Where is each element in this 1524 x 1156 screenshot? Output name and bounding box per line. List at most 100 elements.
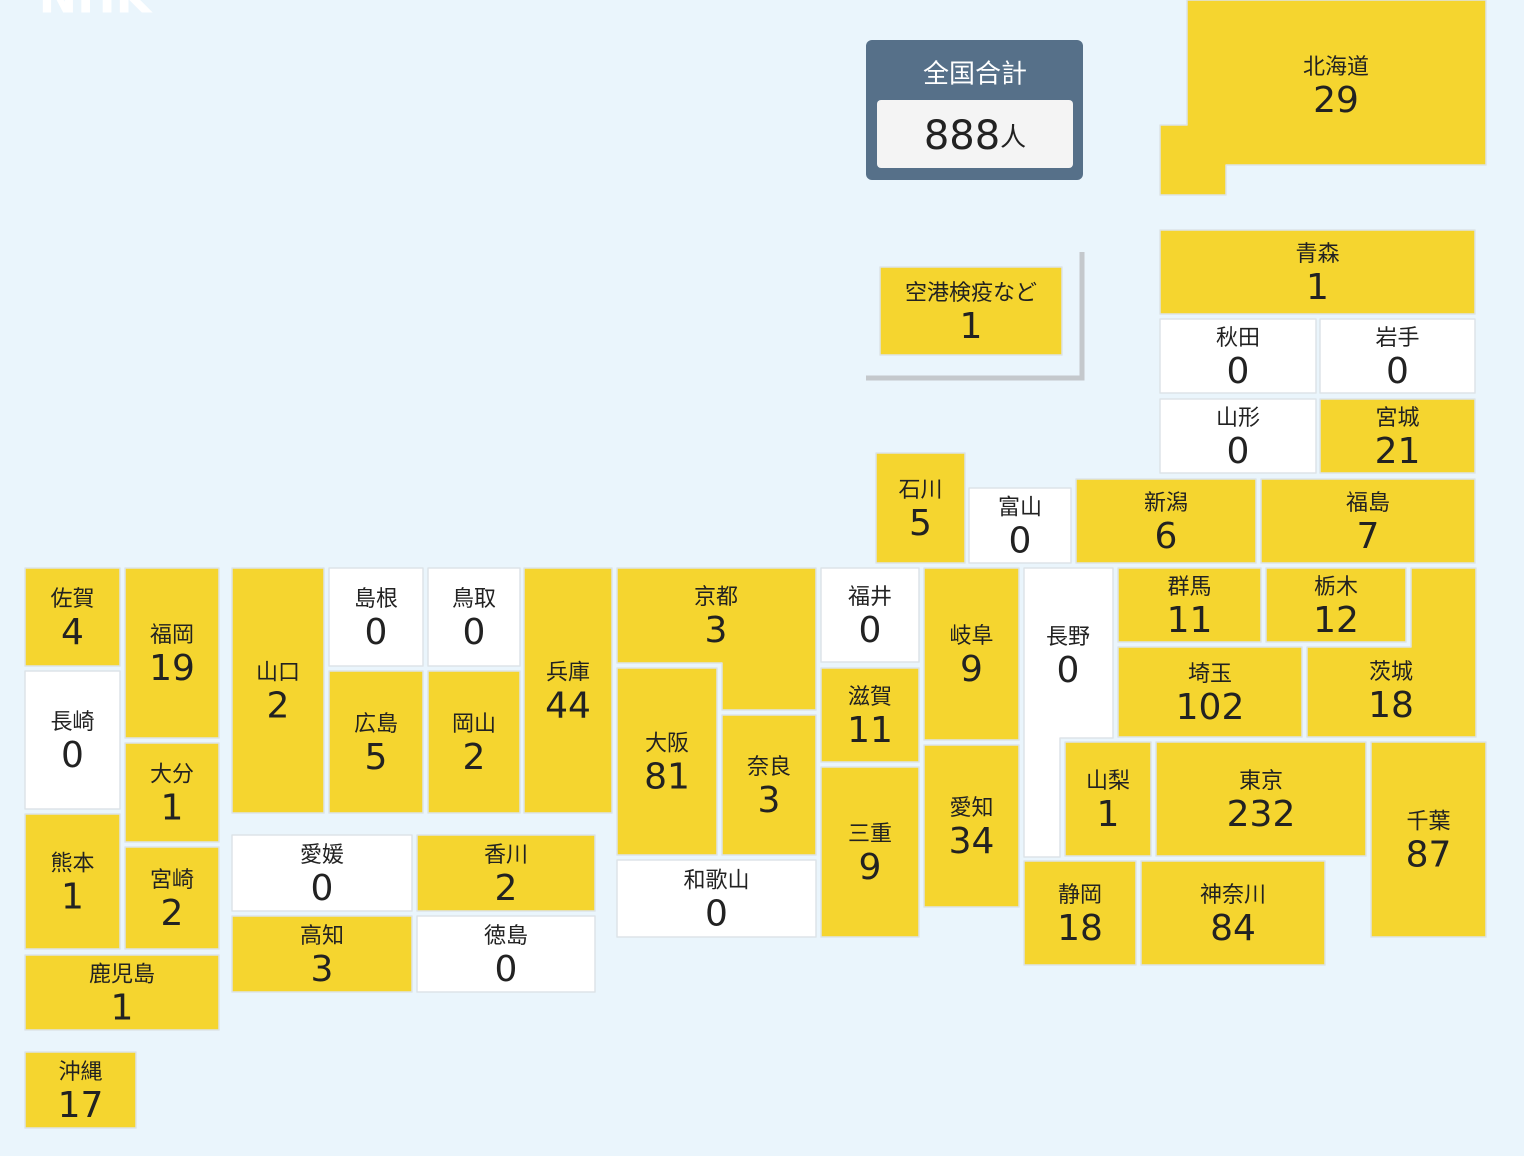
prefecture-value: 1 [960, 306, 983, 347]
prefecture-name: 香川 [484, 843, 528, 868]
prefecture-tile [231, 567, 325, 814]
prefecture-name: 東京 [1239, 769, 1283, 794]
prefecture-name: 山形 [1216, 406, 1260, 431]
prefecture-name: 石川 [898, 478, 942, 503]
prefecture-name: 兵庫 [546, 661, 590, 686]
prefecture-tile [820, 766, 920, 938]
prefecture-name: 宮崎 [150, 868, 194, 893]
prefecture-tile [721, 714, 817, 856]
prefecture-value: 34 [949, 821, 995, 862]
prefecture-tile [1159, 318, 1317, 394]
prefecture-tile [231, 834, 413, 912]
prefecture-tile [124, 846, 220, 950]
prefecture-name: 静岡 [1058, 883, 1102, 908]
prefecture-tile [24, 1051, 137, 1129]
prefecture-tile [1159, 0, 1487, 196]
prefecture-tile [1117, 567, 1262, 643]
prefecture-value: 81 [644, 757, 690, 798]
prefecture-tile [24, 813, 121, 950]
prefecture-name: 沖縄 [58, 1060, 102, 1085]
prefecture-value: 21 [1375, 431, 1421, 472]
prefecture-tile [923, 744, 1020, 908]
prefecture-tile [24, 954, 220, 1031]
prefecture-name: 北海道 [1303, 55, 1369, 80]
total-number: 888 [924, 113, 1000, 159]
prefecture-tile [416, 834, 596, 912]
prefecture-tile [820, 667, 920, 763]
prefecture-value: 19 [149, 648, 195, 689]
prefecture-value: 0 [61, 735, 84, 776]
prefecture-name: 鳥取 [452, 587, 496, 612]
prefecture-value: 2 [161, 893, 184, 934]
prefecture-tile [124, 742, 220, 843]
prefecture-value: 0 [495, 949, 518, 990]
prefecture-value: 0 [1009, 521, 1032, 562]
prefecture-value: 17 [58, 1085, 104, 1126]
total-value: 888人 [924, 113, 1026, 159]
prefecture-tile [1260, 478, 1476, 564]
prefecture-name: 徳島 [484, 924, 528, 949]
prefecture-tile [879, 266, 1063, 356]
prefecture-tile [328, 670, 424, 814]
prefecture-value: 3 [311, 949, 334, 990]
prefecture-value: 11 [847, 710, 893, 751]
prefecture-name: 長野 [1046, 625, 1090, 650]
prefecture-name: 福岡 [150, 623, 194, 648]
prefecture-tile [1117, 646, 1303, 738]
prefecture-tile [1064, 741, 1152, 857]
prefecture-tile [1159, 229, 1476, 315]
prefecture-value: 18 [1368, 685, 1414, 726]
prefecture-name: 京都 [694, 585, 738, 610]
prefecture-tile [1319, 398, 1476, 474]
prefecture-value: 0 [705, 894, 728, 935]
prefecture-name: 大阪 [645, 732, 689, 757]
prefecture-tile [1155, 741, 1367, 857]
prefecture-name: 熊本 [50, 852, 94, 877]
prefecture-tile [820, 567, 920, 663]
prefecture-name: 宮城 [1375, 406, 1419, 431]
prefecture-name: 広島 [354, 712, 398, 737]
prefecture-name: 島根 [354, 587, 398, 612]
prefecture-name: 長崎 [50, 710, 94, 735]
prefecture-value: 2 [267, 686, 290, 727]
prefecture-tile [616, 859, 817, 938]
prefecture-value: 1 [111, 988, 134, 1029]
prefecture-tile [523, 567, 613, 814]
prefecture-value: 102 [1176, 687, 1245, 728]
prefecture-value: 2 [495, 868, 518, 909]
prefecture-name: 愛媛 [300, 843, 344, 868]
prefecture-value: 11 [1167, 600, 1213, 641]
prefecture-tile [1023, 567, 1114, 858]
prefecture-value: 2 [463, 737, 486, 778]
prefecture-name: 栃木 [1314, 575, 1358, 600]
prefecture-name: 新潟 [1144, 491, 1188, 516]
prefecture-tile [875, 452, 966, 564]
prefecture-value: 0 [463, 612, 486, 653]
prefecture-value: 3 [705, 610, 728, 651]
prefecture-value: 0 [1227, 351, 1250, 392]
prefecture-name: 大分 [150, 763, 194, 788]
prefecture-tile [1319, 318, 1476, 394]
prefecture-value: 4 [61, 612, 84, 653]
prefecture-name: 福島 [1346, 491, 1390, 516]
prefecture-name: 神奈川 [1200, 883, 1266, 908]
prefecture-name: 三重 [848, 822, 892, 847]
prefecture-value: 0 [365, 612, 388, 653]
prefecture-name: 空港検疫など [905, 281, 1037, 306]
prefecture-name: 山梨 [1086, 769, 1130, 794]
prefecture-name: 鹿児島 [89, 963, 155, 988]
prefecture-value: 1 [1097, 794, 1120, 835]
prefecture-tile [1140, 860, 1326, 966]
prefecture-value: 0 [1227, 431, 1250, 472]
prefecture-name: 愛知 [949, 796, 993, 821]
prefecture-tile [231, 915, 413, 993]
prefecture-tile [968, 487, 1072, 564]
prefecture-value: 1 [61, 877, 84, 918]
prefecture-tile [416, 915, 596, 993]
prefecture-name: 高知 [300, 924, 344, 949]
prefecture-value: 84 [1210, 908, 1256, 949]
prefecture-name: 茨城 [1369, 660, 1413, 685]
prefecture-tile [24, 567, 121, 667]
prefecture-value: 0 [311, 868, 334, 909]
prefecture-value: 18 [1057, 908, 1103, 949]
